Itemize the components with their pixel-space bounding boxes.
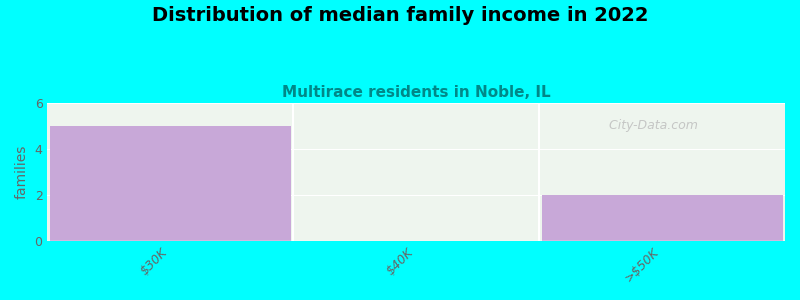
Bar xyxy=(542,195,782,241)
Bar xyxy=(50,126,291,241)
Y-axis label: families: families xyxy=(15,144,29,199)
Title: Multirace residents in Noble, IL: Multirace residents in Noble, IL xyxy=(282,85,550,100)
Text: City-Data.com: City-Data.com xyxy=(601,119,698,132)
Text: Distribution of median family income in 2022: Distribution of median family income in … xyxy=(152,6,648,25)
